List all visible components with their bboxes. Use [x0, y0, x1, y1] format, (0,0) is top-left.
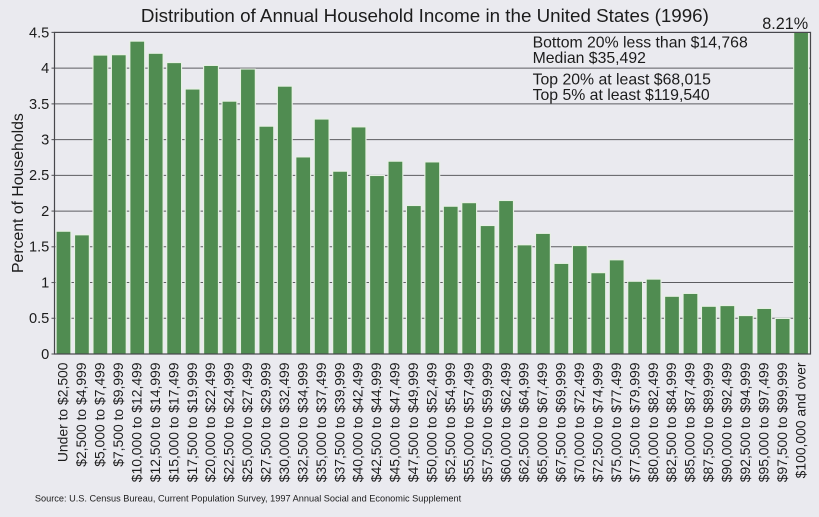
svg-text:$100,000 and over: $100,000 and over: [792, 362, 808, 478]
svg-text:$72,500 to $74,999: $72,500 to $74,999: [589, 362, 605, 482]
svg-text:$12,500 to $14,999: $12,500 to $14,999: [147, 362, 163, 482]
svg-text:$87,500 to $89,999: $87,500 to $89,999: [700, 362, 716, 482]
svg-text:$37,500 to $39,999: $37,500 to $39,999: [331, 362, 347, 482]
svg-text:1.5: 1.5: [29, 240, 49, 256]
svg-text:$62,500 to $64,999: $62,500 to $64,999: [516, 362, 532, 482]
svg-text:$47,500 to $49,999: $47,500 to $49,999: [405, 362, 421, 482]
svg-text:$35,000 to $37,499: $35,000 to $37,499: [313, 362, 329, 482]
svg-text:$95,000 to $97,499: $95,000 to $97,499: [755, 362, 771, 482]
svg-text:$77,500 to $79,999: $77,500 to $79,999: [626, 362, 642, 482]
svg-text:$60,000 to $62,499: $60,000 to $62,499: [497, 362, 513, 482]
svg-text:3: 3: [41, 133, 49, 149]
svg-text:0.5: 0.5: [29, 311, 49, 327]
svg-text:$65,000 to $67,499: $65,000 to $67,499: [534, 362, 550, 482]
svg-text:$32,500 to $34,999: $32,500 to $34,999: [294, 362, 310, 482]
svg-text:Under to $2,500: Under to $2,500: [55, 362, 71, 462]
svg-text:$40,000 to $42,499: $40,000 to $42,499: [350, 362, 366, 482]
svg-text:$52,500 to $54,999: $52,500 to $54,999: [442, 362, 458, 482]
svg-text:3.5: 3.5: [29, 97, 49, 113]
svg-text:8.21%: 8.21%: [762, 15, 808, 33]
svg-text:Distribution of Annual Househo: Distribution of Annual Household Income …: [141, 5, 709, 26]
svg-text:Top 5% at least $119,540: Top 5% at least $119,540: [533, 87, 710, 104]
svg-text:1: 1: [41, 275, 49, 291]
svg-text:$15,000 to $17,499: $15,000 to $17,499: [165, 362, 181, 482]
svg-text:2: 2: [41, 204, 49, 220]
svg-text:$17,500 to $19,999: $17,500 to $19,999: [184, 362, 200, 482]
svg-text:$57,500 to $59,999: $57,500 to $59,999: [479, 362, 495, 482]
svg-text:Bottom 20% less than $14,768: Bottom 20% less than $14,768: [533, 34, 748, 51]
svg-text:$2,500 to $4,999: $2,500 to $4,999: [73, 362, 89, 467]
svg-text:$92,500 to $94,999: $92,500 to $94,999: [737, 362, 753, 482]
svg-text:Source: U.S. Census Bureau, Cu: Source: U.S. Census Bureau, Current Popu…: [35, 494, 462, 504]
svg-text:0: 0: [41, 347, 49, 363]
svg-text:$80,000 to $82,499: $80,000 to $82,499: [645, 362, 661, 482]
svg-text:$67,500 to $69,999: $67,500 to $69,999: [553, 362, 569, 482]
svg-text:$90,000 to $92,499: $90,000 to $92,499: [719, 362, 735, 482]
svg-text:$7,500 to $9,999: $7,500 to $9,999: [110, 362, 126, 467]
svg-text:$25,000 to $27,499: $25,000 to $27,499: [239, 362, 255, 482]
svg-text:$97,500 to $99,999: $97,500 to $99,999: [774, 362, 790, 482]
svg-text:$27,500 to $29,999: $27,500 to $29,999: [258, 362, 274, 482]
svg-text:$45,000 to $47,499: $45,000 to $47,499: [387, 362, 403, 482]
svg-text:$42,500 to $44,999: $42,500 to $44,999: [368, 362, 384, 482]
svg-text:Median $35,492: Median $35,492: [533, 50, 646, 67]
svg-text:$70,000 to $72,499: $70,000 to $72,499: [571, 362, 587, 482]
svg-text:Percent of Households: Percent of Households: [10, 113, 27, 273]
svg-text:$22,500 to $24,999: $22,500 to $24,999: [221, 362, 237, 482]
svg-text:$5,000 to $7,499: $5,000 to $7,499: [92, 362, 108, 467]
svg-text:$10,000 to $12,499: $10,000 to $12,499: [128, 362, 144, 482]
svg-text:$85,000 to $87,499: $85,000 to $87,499: [682, 362, 698, 482]
svg-text:$20,000 to $22,499: $20,000 to $22,499: [202, 362, 218, 482]
svg-text:$75,000 to $77,499: $75,000 to $77,499: [608, 362, 624, 482]
svg-text:$82,500 to $84,999: $82,500 to $84,999: [663, 362, 679, 482]
svg-text:$50,000 to $52,499: $50,000 to $52,499: [424, 362, 440, 482]
svg-text:2.5: 2.5: [29, 168, 49, 184]
svg-text:$55,000 to $57,499: $55,000 to $57,499: [460, 362, 476, 482]
svg-text:4.5: 4.5: [29, 25, 49, 41]
svg-text:Top 20% at least $68,015: Top 20% at least $68,015: [533, 71, 712, 88]
svg-text:4: 4: [41, 61, 49, 77]
svg-text:$30,000 to $32,499: $30,000 to $32,499: [276, 362, 292, 482]
